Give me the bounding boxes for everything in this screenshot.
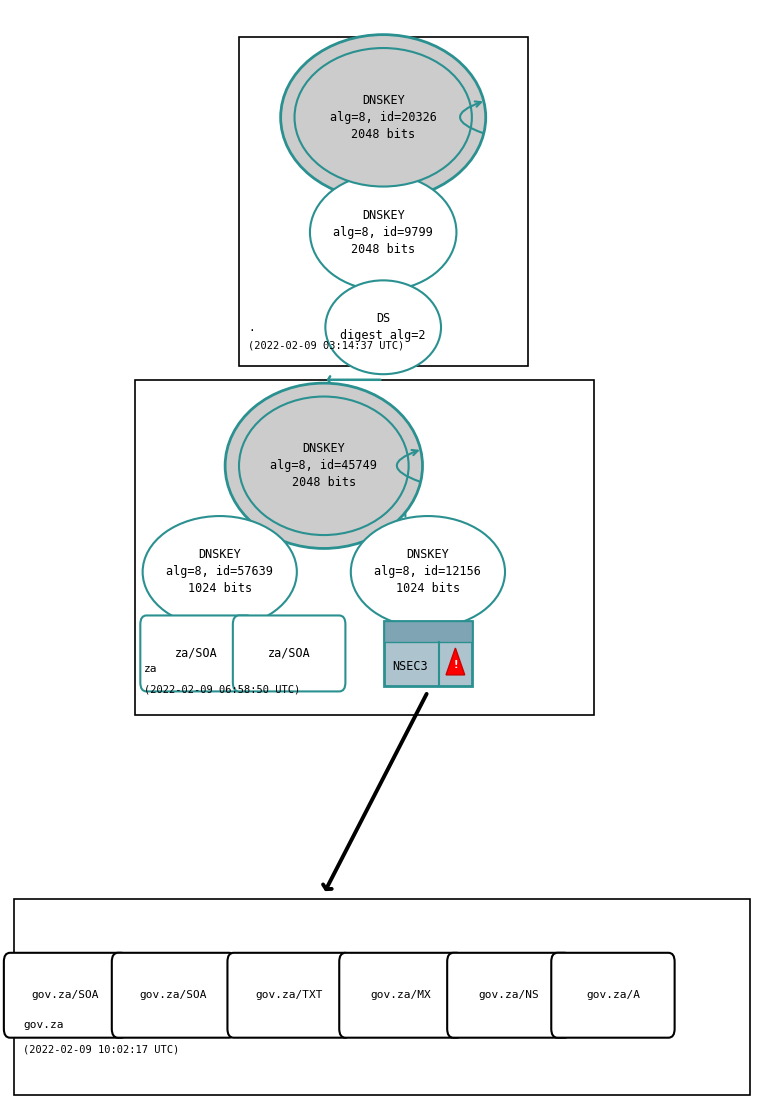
- Polygon shape: [446, 648, 465, 675]
- FancyBboxPatch shape: [233, 615, 345, 691]
- Bar: [14, 899, 750, 1095]
- Ellipse shape: [325, 280, 441, 374]
- FancyBboxPatch shape: [140, 615, 253, 691]
- FancyBboxPatch shape: [4, 953, 127, 1038]
- FancyBboxPatch shape: [339, 953, 463, 1038]
- Text: DNSKEY
alg=8, id=12156
1024 bits: DNSKEY alg=8, id=12156 1024 bits: [375, 548, 481, 595]
- Text: .: .: [248, 323, 255, 333]
- Text: za/SOA: za/SOA: [268, 647, 311, 660]
- Text: gov.za/NS: gov.za/NS: [479, 991, 539, 1000]
- Text: !: !: [453, 660, 458, 670]
- Ellipse shape: [351, 516, 505, 628]
- FancyBboxPatch shape: [227, 953, 351, 1038]
- Ellipse shape: [239, 397, 409, 535]
- Text: gov.za/A: gov.za/A: [586, 991, 640, 1000]
- Text: za/SOA: za/SOA: [175, 647, 218, 660]
- Text: DNSKEY
alg=8, id=57639
1024 bits: DNSKEY alg=8, id=57639 1024 bits: [167, 548, 273, 595]
- Text: gov.za/TXT: gov.za/TXT: [255, 991, 323, 1000]
- Ellipse shape: [143, 516, 297, 628]
- Text: DS
digest alg=2: DS digest alg=2: [341, 313, 426, 342]
- Bar: [135, 380, 594, 715]
- Text: DNSKEY
alg=8, id=9799
2048 bits: DNSKEY alg=8, id=9799 2048 bits: [333, 209, 433, 256]
- Text: (2022-02-09 10:02:17 UTC): (2022-02-09 10:02:17 UTC): [23, 1044, 180, 1054]
- Bar: [384, 621, 472, 686]
- Bar: [384, 621, 472, 642]
- Text: DNSKEY
alg=8, id=45749
2048 bits: DNSKEY alg=8, id=45749 2048 bits: [271, 442, 377, 489]
- Ellipse shape: [295, 48, 472, 187]
- Text: NSEC3: NSEC3: [392, 659, 428, 672]
- Text: DNSKEY
alg=8, id=20326
2048 bits: DNSKEY alg=8, id=20326 2048 bits: [330, 94, 436, 141]
- FancyBboxPatch shape: [112, 953, 235, 1038]
- Text: za: za: [144, 665, 158, 675]
- FancyBboxPatch shape: [551, 953, 675, 1038]
- FancyBboxPatch shape: [447, 953, 571, 1038]
- Bar: [239, 37, 528, 366]
- Ellipse shape: [310, 174, 456, 290]
- Text: gov.za/SOA: gov.za/SOA: [140, 991, 207, 1000]
- Text: (2022-02-09 03:14:37 UTC): (2022-02-09 03:14:37 UTC): [248, 341, 405, 351]
- Text: gov.za: gov.za: [23, 1020, 64, 1030]
- Text: gov.za/SOA: gov.za/SOA: [32, 991, 99, 1000]
- Text: gov.za/MX: gov.za/MX: [371, 991, 431, 1000]
- Ellipse shape: [225, 383, 423, 548]
- Text: (2022-02-09 06:58:50 UTC): (2022-02-09 06:58:50 UTC): [144, 685, 301, 695]
- Ellipse shape: [281, 35, 486, 200]
